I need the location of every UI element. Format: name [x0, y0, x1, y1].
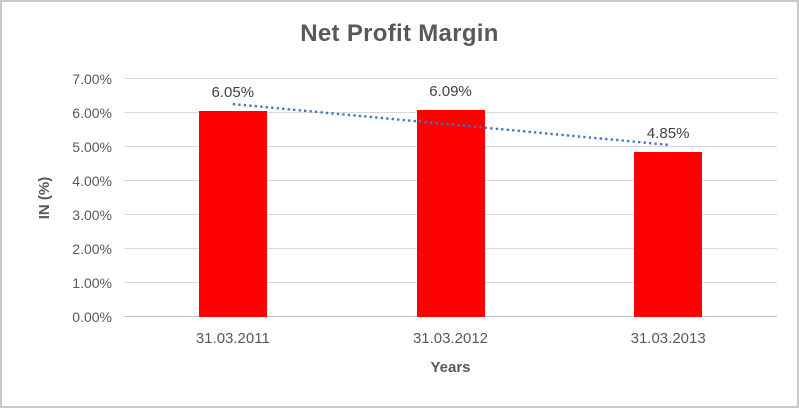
data-label: 6.05%	[211, 84, 255, 102]
y-tick-label: 1.00%	[72, 275, 112, 291]
y-tick-label: 3.00%	[72, 207, 112, 223]
x-axis-title: Years	[430, 359, 471, 376]
y-tick-label: 5.00%	[72, 139, 112, 155]
gridline	[124, 78, 777, 79]
chart-title: Net Profit Margin	[300, 20, 499, 47]
y-tick-label: 7.00%	[72, 71, 112, 87]
bar	[198, 111, 267, 317]
bar	[416, 109, 485, 317]
x-tick-label: 31.03.2012	[412, 330, 489, 347]
y-tick-label: 0.00%	[72, 309, 112, 325]
y-tick-label: 4.00%	[72, 173, 112, 189]
x-tick-label: 31.03.2011	[195, 330, 270, 347]
y-tick-label: 2.00%	[72, 241, 112, 257]
y-tick-label: 6.00%	[72, 105, 112, 121]
x-tick-label: 31.03.2013	[630, 330, 706, 347]
data-label: 6.09%	[429, 82, 472, 100]
bar	[634, 152, 703, 317]
data-label: 4.85%	[646, 125, 690, 143]
